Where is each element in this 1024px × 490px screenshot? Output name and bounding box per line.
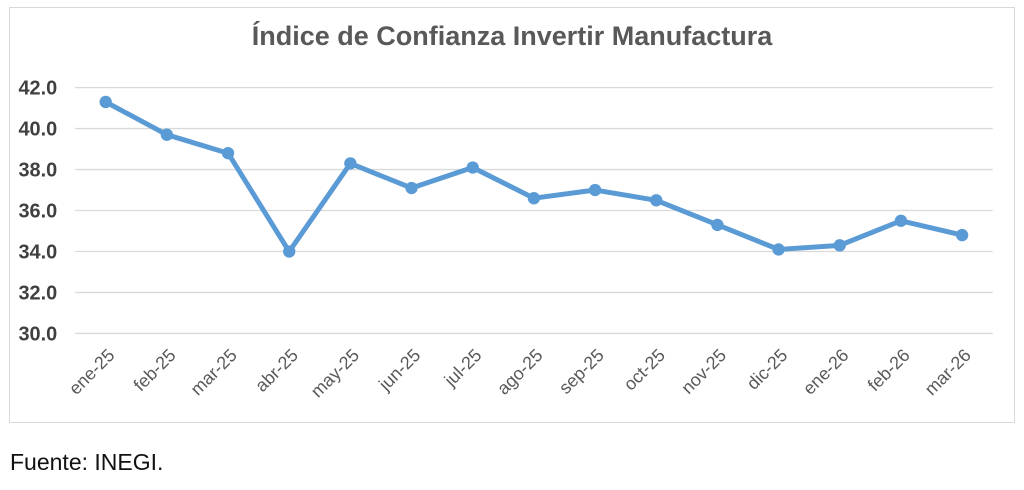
y-axis-tick-label: 40.0: [18, 119, 57, 141]
line-chart-plot: 42.0 40.0 38.0 36.0 34.0 32.0 30.0 ene-25 feb-25…: [18, 78, 993, 401]
data-point-marker: [711, 218, 724, 232]
data-point-marker: [466, 161, 479, 174]
x-axis-tick-label: nov-25: [677, 345, 730, 398]
x-axis-tick-label: jun-25: [374, 345, 424, 395]
x-axis-tick-label: feb-25: [130, 345, 180, 395]
data-point-marker: [221, 146, 235, 160]
data-point-marker: [894, 214, 908, 227]
y-axis-tick-label: 30.0: [18, 323, 57, 345]
x-axis-tick-label: sep-25: [555, 345, 608, 398]
x-axis-tick-label: oct-25: [620, 345, 669, 394]
source-note: Fuente: INEGI.: [10, 449, 164, 475]
data-point-marker: [344, 157, 357, 170]
data-point-marker: [772, 243, 785, 256]
data-point-marker: [833, 239, 846, 252]
chart-title: Índice de Confianza Invertir Manufactura: [251, 21, 773, 51]
data-point-marker: [99, 95, 112, 109]
x-axis-tick-label: feb-26: [864, 345, 914, 395]
y-axis-tick-label: 36.0: [18, 200, 57, 222]
data-point-marker: [650, 194, 663, 207]
x-axis-tick-label: mar-25: [187, 345, 241, 399]
x-axis-tick-label: may-25: [307, 345, 363, 401]
data-point-marker: [405, 181, 418, 195]
data-point-marker: [160, 128, 174, 141]
series-line: [103, 99, 965, 255]
data-point-marker: [955, 228, 969, 242]
data-point-marker: [527, 192, 541, 205]
x-axis-tick-label: dic-25: [743, 345, 792, 394]
x-axis-tick-label: mar-26: [921, 345, 975, 399]
x-axis-tick-label: jul-25: [440, 345, 486, 391]
x-axis-tick-label: abr-25: [251, 345, 302, 396]
chart-area: Índice de Confianza Invertir Manufactura…: [9, 7, 1015, 423]
y-axis-tick-label: 38.0: [18, 160, 57, 182]
x-axis-tick-label: ene-25: [65, 345, 119, 399]
y-axis-tick-label: 42.0: [18, 78, 57, 100]
x-axis-tick-label: ago-25: [493, 345, 547, 399]
data-point-marker: [283, 245, 296, 258]
data-point-marker: [588, 183, 602, 197]
x-axis-tick-label: ene-26: [799, 345, 853, 399]
y-axis-tick-label: 34.0: [18, 241, 57, 263]
y-axis-tick-label: 32.0: [18, 282, 57, 304]
